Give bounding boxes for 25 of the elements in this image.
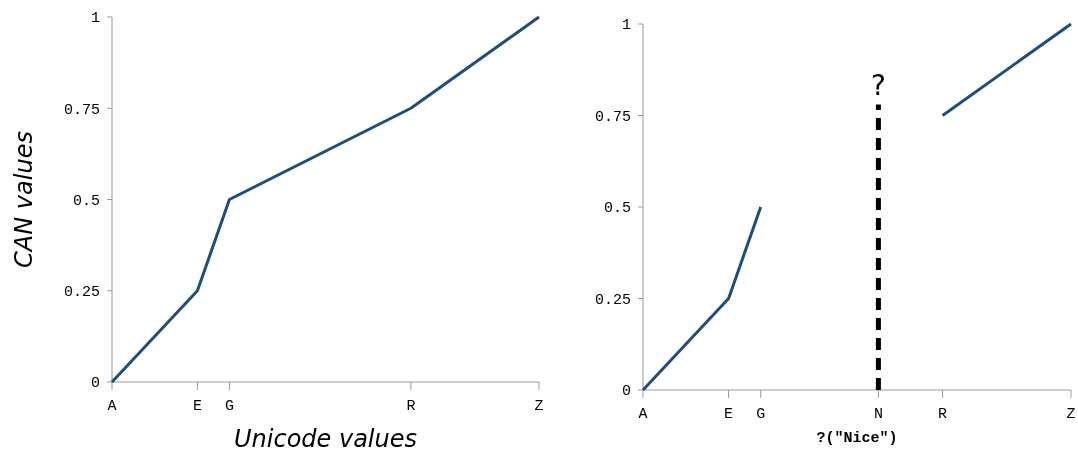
ref-line-label: ? [870, 68, 886, 102]
y-tick-label: 0.75 [594, 108, 631, 126]
y-tick-label: 1 [621, 17, 631, 35]
x-axis-title: ?("Nice") [816, 430, 898, 447]
y-tick-label: 0.5 [603, 200, 631, 218]
x-tick-label: G [224, 398, 234, 415]
y-tick-label: 0.5 [72, 192, 100, 210]
y-tick-label: 1 [90, 10, 100, 28]
y-tick-label: 0 [90, 375, 100, 393]
y-tick-label: 0.75 [63, 101, 100, 119]
x-tick-label: A [107, 398, 117, 415]
y-axis-title: CAN values [10, 131, 38, 268]
x-tick-label: R [406, 398, 416, 415]
x-tick-label: E [192, 398, 202, 415]
y-tick-label: 0.25 [594, 291, 631, 309]
x-tick-label: Z [1066, 406, 1076, 423]
y-tick-label: 0.25 [63, 284, 100, 301]
x-tick-label: G [756, 406, 766, 423]
x-axis-title: Unicode values [233, 425, 418, 453]
x-tick-label: N [873, 406, 883, 423]
x-tick-label: Z [534, 398, 544, 415]
x-tick-label: R [938, 406, 948, 423]
y-tick-label: 0 [621, 383, 631, 401]
x-tick-label: E [724, 406, 734, 423]
x-tick-label: A [638, 406, 648, 423]
